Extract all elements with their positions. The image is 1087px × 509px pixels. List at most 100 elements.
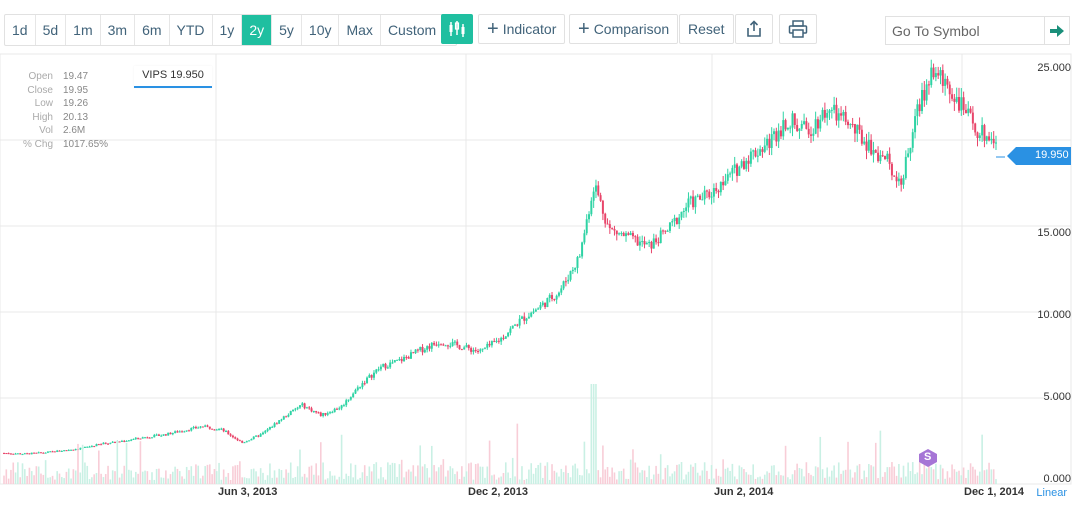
range-1y[interactable]: 1y bbox=[213, 15, 243, 45]
candle-body bbox=[618, 233, 621, 235]
candle-body bbox=[7, 453, 10, 455]
volume-bar bbox=[562, 472, 565, 484]
symbol-input[interactable] bbox=[886, 17, 1044, 44]
candle-body bbox=[784, 120, 787, 130]
volume-bar bbox=[597, 470, 600, 484]
volume-bar bbox=[262, 472, 264, 484]
volume-bar bbox=[373, 463, 375, 484]
volume-bar bbox=[412, 465, 415, 484]
candle-body bbox=[823, 109, 826, 118]
price-chart[interactable] bbox=[0, 50, 1087, 509]
candle-body bbox=[56, 450, 59, 452]
candle-body bbox=[777, 130, 780, 142]
candle-body bbox=[308, 407, 311, 409]
volume-bar bbox=[428, 477, 431, 484]
volume-bar bbox=[236, 464, 239, 484]
volume-bar bbox=[430, 445, 433, 484]
candle-body bbox=[477, 350, 480, 352]
candle-body bbox=[958, 97, 961, 111]
volume-bar bbox=[137, 473, 139, 484]
candle-body bbox=[717, 190, 720, 193]
candle-body bbox=[699, 195, 702, 200]
event-marker[interactable]: S bbox=[918, 448, 938, 468]
candle-body bbox=[433, 342, 436, 345]
range-2y[interactable]: 2y bbox=[242, 15, 273, 45]
y-tick-15: 15.000 bbox=[1037, 227, 1071, 239]
plus-icon: + bbox=[487, 18, 499, 40]
volume-bar bbox=[54, 479, 56, 484]
candle-body bbox=[909, 147, 912, 154]
x-tick-jun-2013: Jun 3, 2013 bbox=[218, 486, 278, 498]
volume-bar bbox=[306, 477, 308, 484]
volume-bar bbox=[114, 471, 116, 484]
range-max[interactable]: Max bbox=[339, 15, 381, 45]
volume-bar bbox=[736, 479, 738, 484]
volume-bar bbox=[456, 471, 459, 484]
range-5y[interactable]: 5y bbox=[272, 15, 302, 45]
candle-body bbox=[248, 440, 251, 442]
candle-body bbox=[988, 136, 991, 141]
volume-bar bbox=[70, 478, 72, 484]
candle-body bbox=[396, 359, 399, 361]
candle-body bbox=[992, 138, 995, 144]
candle-body bbox=[463, 347, 466, 350]
volume-bar bbox=[817, 467, 819, 484]
volume-bar bbox=[810, 474, 812, 484]
range-6m[interactable]: 6m bbox=[135, 15, 170, 45]
volume-bar bbox=[19, 477, 21, 484]
candle-body bbox=[770, 134, 773, 148]
candle-body bbox=[671, 221, 674, 223]
volume-bar bbox=[722, 459, 724, 484]
volume-bar bbox=[396, 476, 398, 484]
volume-bar bbox=[128, 469, 130, 484]
volume-bar bbox=[326, 478, 329, 484]
candle-body bbox=[391, 362, 394, 364]
series-legend[interactable]: VIPS 19.950 bbox=[134, 66, 212, 88]
indicator-button[interactable]: + Indicator bbox=[478, 14, 566, 44]
print-button[interactable] bbox=[779, 14, 817, 44]
scale-toggle[interactable]: Linear bbox=[1036, 487, 1067, 499]
volume-bar bbox=[359, 477, 361, 484]
volume-bar bbox=[652, 474, 655, 484]
candle-body bbox=[442, 344, 445, 346]
range-3m[interactable]: 3m bbox=[101, 15, 136, 45]
range-1d[interactable]: 1d bbox=[5, 15, 36, 45]
volume-bar bbox=[324, 479, 327, 484]
candle-body bbox=[125, 440, 128, 442]
candle-body bbox=[927, 84, 930, 86]
candle-body bbox=[419, 346, 422, 351]
volume-bar bbox=[992, 469, 995, 484]
volume-bar bbox=[84, 462, 86, 484]
candle-body bbox=[837, 113, 840, 121]
symbol-search bbox=[885, 16, 1070, 45]
go-button[interactable] bbox=[1044, 17, 1069, 44]
range-ytd[interactable]: YTD bbox=[170, 15, 213, 45]
candle-body bbox=[548, 295, 551, 299]
candle-body bbox=[12, 453, 15, 455]
candle-body bbox=[470, 348, 473, 352]
chart-type-button[interactable] bbox=[441, 14, 473, 44]
candle-body bbox=[807, 128, 810, 135]
volume-bar bbox=[377, 478, 380, 484]
candle-body bbox=[655, 238, 658, 243]
volume-bar bbox=[467, 463, 470, 484]
range-10y[interactable]: 10y bbox=[302, 15, 340, 45]
range-1m[interactable]: 1m bbox=[66, 15, 101, 45]
candle-body bbox=[900, 178, 903, 185]
volume-bar bbox=[77, 443, 79, 484]
candle-body bbox=[181, 431, 184, 433]
candle-body bbox=[310, 408, 313, 412]
volume-bar bbox=[655, 465, 657, 484]
volume-bar bbox=[828, 476, 831, 484]
volume-bar bbox=[495, 479, 498, 484]
volume-bar bbox=[65, 471, 68, 484]
range-5d[interactable]: 5d bbox=[36, 15, 67, 45]
candle-body bbox=[3, 453, 5, 455]
share-button[interactable] bbox=[735, 14, 773, 44]
volume-bar bbox=[315, 463, 317, 484]
reset-button[interactable]: Reset bbox=[679, 14, 734, 44]
candle-body bbox=[190, 427, 193, 431]
candle-body bbox=[245, 441, 248, 443]
comparison-button[interactable]: + Comparison bbox=[569, 14, 679, 44]
candle-body bbox=[465, 345, 468, 348]
